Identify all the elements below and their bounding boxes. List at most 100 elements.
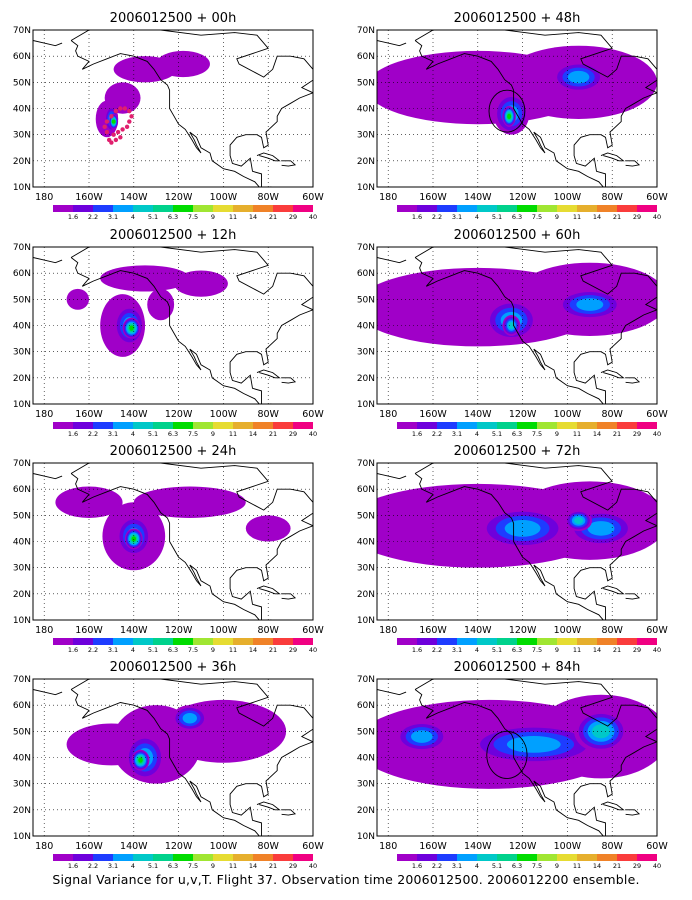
variance-contour	[138, 757, 143, 763]
colorbar-swatch	[437, 854, 457, 861]
panel-title: 2006012500 + 84h	[454, 660, 581, 675]
colorbar-label: 1.6	[68, 430, 78, 438]
colorbar-label: 2.2	[432, 862, 442, 870]
coastline	[625, 160, 641, 167]
lat-tick-label: 60N	[357, 269, 375, 279]
variance-contour	[576, 298, 604, 311]
coastline	[70, 30, 313, 187]
colorbar-swatch	[133, 205, 153, 212]
colorbar-label: 2.2	[432, 213, 442, 221]
lon-tick-label: 120W	[165, 841, 193, 852]
panel-frame	[32, 462, 314, 621]
lon-tick-label: 80W	[601, 192, 623, 203]
coastline	[625, 593, 641, 600]
colorbar-label: 40	[309, 430, 317, 438]
colorbar-label: 6.3	[512, 646, 522, 654]
colorbar-swatch	[133, 854, 153, 861]
panel-title: 2006012500 + 24h	[110, 444, 237, 459]
lat-tick-label: 30N	[357, 131, 375, 141]
colorbar-swatch	[213, 422, 233, 429]
colorbar-label: 3.1	[108, 430, 118, 438]
colorbar-swatch	[153, 422, 173, 429]
panel-title: 2006012500 + 12h	[110, 228, 237, 243]
colorbar-label: 40	[309, 213, 317, 221]
lon-tick-label: 140W	[120, 192, 148, 203]
colorbar-label: 11	[573, 646, 581, 654]
lon-tick-label: 120W	[165, 625, 193, 636]
panel-frame	[32, 678, 314, 837]
colorbar-label: 4	[131, 213, 135, 221]
observation-point	[113, 137, 119, 143]
colorbar-swatch	[597, 854, 617, 861]
coastline	[377, 689, 407, 696]
colorbar-label: 5.1	[492, 862, 502, 870]
panel-plot-area	[377, 247, 657, 404]
lon-tick-label: 140W	[464, 841, 492, 852]
panel-frame	[376, 29, 658, 188]
colorbar-swatch	[397, 638, 417, 645]
lon-tick-label: 80W	[257, 841, 279, 852]
lon-tick-label: 160W	[75, 841, 103, 852]
colorbar-swatch	[153, 854, 173, 861]
lon-tick-label: 100W	[554, 409, 582, 420]
colorbar-swatch	[457, 638, 477, 645]
variance-contour	[182, 713, 197, 724]
colorbar-label: 11	[229, 862, 237, 870]
variance-contour	[55, 486, 123, 518]
colorbar-swatch	[153, 205, 173, 212]
colorbar-swatch	[253, 638, 273, 645]
observation-point	[127, 108, 132, 114]
coastline	[256, 152, 281, 162]
lon-tick-label: 80W	[601, 625, 623, 636]
lon-tick-label: 100W	[210, 625, 238, 636]
map-panel: 2006012500 + 24h 10N 20N 30N 40N 50N 60N 70N 180…	[13, 444, 325, 654]
colorbar-swatch	[537, 205, 557, 212]
coastline	[656, 247, 657, 248]
lat-tick-label: 70N	[13, 459, 31, 469]
colorbar-swatch	[293, 422, 313, 429]
panel-frame	[32, 29, 314, 188]
lat-tick-label: 20N	[357, 374, 375, 384]
lon-tick-label: 140W	[464, 192, 492, 203]
coastline	[33, 689, 63, 696]
map-panel: 2006012500 + 72h 10N 20N 30N 40N 50N 60N 70N 180…	[357, 444, 669, 654]
variance-contour	[587, 521, 615, 536]
map-panel: 2006012500 + 12h 10N 20N 30N 40N 50N 60N 70N 180…	[13, 228, 325, 438]
variance-contour	[133, 486, 246, 518]
lat-tick-label: 50N	[13, 78, 31, 88]
colorbar-swatch	[193, 422, 213, 429]
colorbar-label: 4	[131, 430, 135, 438]
colorbar-swatch	[293, 638, 313, 645]
colorbar-label: 4	[475, 646, 479, 654]
colorbar-label: 9	[211, 213, 215, 221]
lon-tick-label: 60W	[646, 841, 668, 852]
coastline	[656, 30, 657, 31]
lon-tick-label: 160W	[75, 192, 103, 203]
colorbar-label: 2.2	[432, 646, 442, 654]
coastline	[600, 801, 625, 811]
coastline	[70, 463, 313, 620]
panel-frame	[376, 246, 658, 405]
colorbar-label: 11	[229, 430, 237, 438]
observation-point	[104, 129, 110, 135]
colorbar-swatch	[73, 205, 93, 212]
colorbar-swatch	[477, 638, 497, 645]
colorbar-label: 21	[613, 213, 621, 221]
coastline	[625, 809, 641, 816]
panel-plot-area	[33, 679, 313, 836]
colorbar-swatch	[637, 638, 657, 645]
colorbar-swatch	[617, 854, 637, 861]
lat-tick-label: 40N	[13, 538, 31, 548]
colorbar-swatch	[153, 638, 173, 645]
colorbar-swatch	[397, 205, 417, 212]
coastline	[256, 585, 281, 595]
lat-tick-label: 30N	[13, 131, 31, 141]
colorbar-label: 9	[211, 646, 215, 654]
colorbar-swatch	[173, 422, 193, 429]
colorbar-label: 11	[229, 646, 237, 654]
lat-tick-label: 50N	[357, 78, 375, 88]
lat-tick-label: 40N	[357, 538, 375, 548]
coastline	[312, 463, 313, 464]
lat-tick-label: 10N	[357, 400, 375, 410]
map-panel: 2006012500 + 48h 10N 20N 30N 40N 50N 60N 70N 180…	[357, 11, 669, 221]
